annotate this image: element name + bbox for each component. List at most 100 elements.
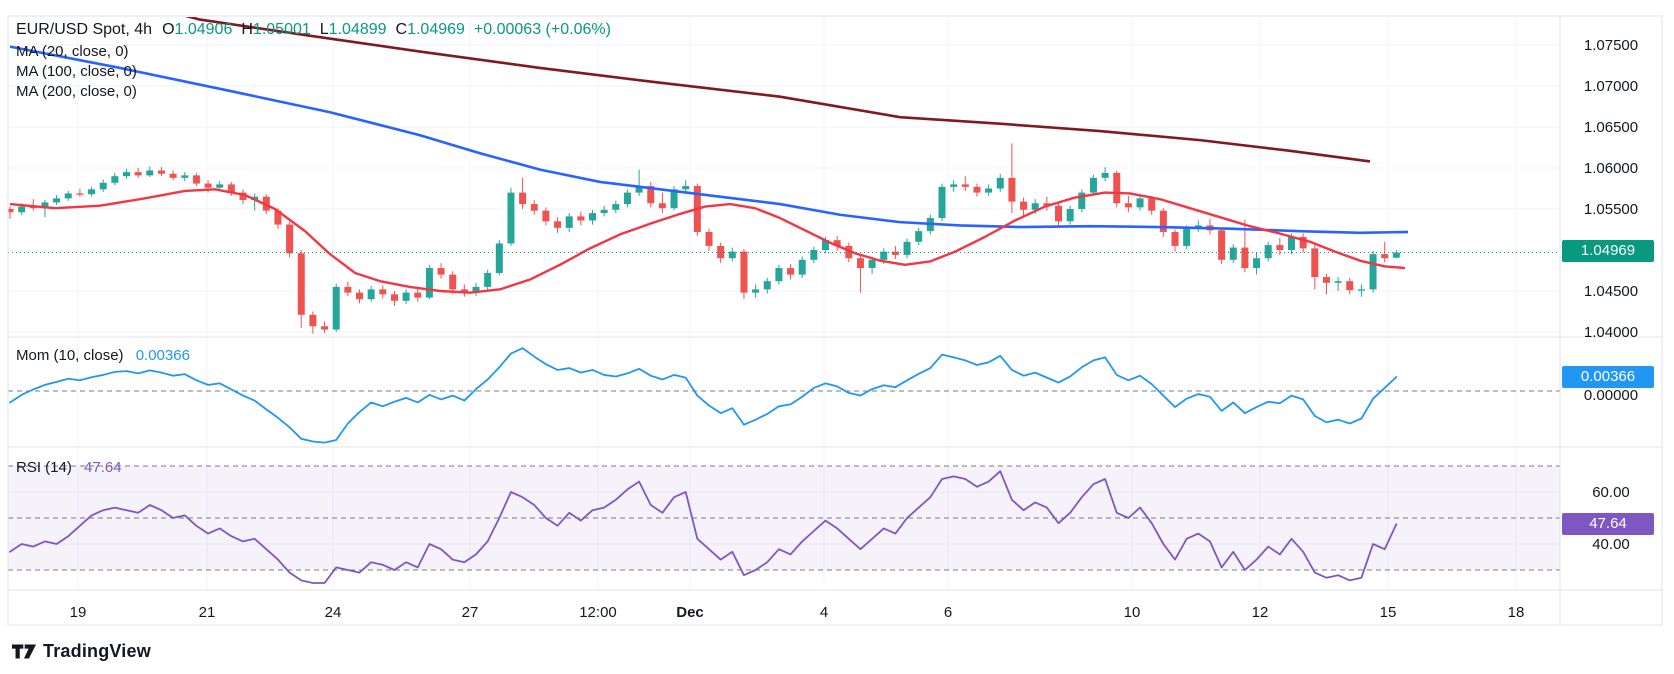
- time-tick-label: 27: [461, 604, 479, 621]
- candle: [623, 192, 631, 205]
- candle: [833, 240, 841, 246]
- candle: [367, 289, 375, 300]
- candle: [76, 193, 84, 195]
- candle: [798, 259, 806, 275]
- price-pane: [8, 17, 1409, 334]
- candle: [1113, 172, 1121, 204]
- candle: [379, 289, 387, 295]
- candle: [99, 182, 107, 190]
- candle: [589, 213, 596, 221]
- ma200-legend[interactable]: MA (200, close, 0): [16, 83, 137, 100]
- candle: [297, 253, 305, 315]
- candle: [449, 274, 457, 290]
- candle: [1392, 252, 1400, 258]
- time-tick-label: 24: [324, 604, 342, 621]
- candle: [484, 272, 492, 287]
- candle: [53, 198, 61, 203]
- time-tick-label: 12: [1251, 604, 1269, 621]
- price-tick-label: 1.07500: [1583, 37, 1639, 54]
- candle: [577, 216, 585, 221]
- candle: [658, 203, 666, 209]
- candle: [204, 183, 212, 188]
- candle: [1218, 230, 1226, 260]
- candle: [472, 286, 480, 293]
- tradingview-logo[interactable]: TradingView: [12, 641, 151, 662]
- candle: [1101, 172, 1109, 178]
- candle: [868, 259, 876, 269]
- candle: [321, 326, 329, 330]
- symbol-legend[interactable]: EUR/USD Spot, 4h O1.04906 H1.05001 L1.04899…: [16, 21, 620, 39]
- candle: [787, 268, 795, 275]
- ohlc-token: O1.04906: [162, 21, 233, 38]
- candle: [41, 202, 49, 209]
- ma20-legend[interactable]: MA (20, close, 0): [16, 43, 129, 60]
- candle: [950, 184, 958, 187]
- candle: [822, 240, 829, 250]
- rsi-legend-label: RSI (14): [16, 459, 72, 476]
- candle: [1253, 258, 1261, 269]
- candle: [414, 292, 422, 298]
- candle: [216, 184, 224, 188]
- candle: [8, 209, 14, 213]
- candle: [1357, 289, 1365, 291]
- ohlc-token: H1.05001: [241, 21, 311, 38]
- rsi-value-badge: 47.64: [1562, 513, 1654, 535]
- time-tick-label: 18: [1507, 604, 1525, 621]
- candle: [402, 292, 410, 301]
- momentum-value-badge: 0.00366: [1562, 366, 1654, 388]
- price-tick-label: 1.06500: [1583, 119, 1639, 136]
- candle: [227, 184, 235, 193]
- candle: [390, 294, 398, 301]
- rsi-legend-value: 47.64: [84, 459, 122, 476]
- candle: [1136, 198, 1144, 208]
- candle: [973, 186, 981, 193]
- candle: [1159, 210, 1167, 232]
- candle: [1031, 203, 1039, 210]
- momentum-legend-value: 0.00366: [135, 347, 190, 364]
- candle: [1089, 177, 1097, 193]
- candle: [554, 221, 562, 228]
- candle: [18, 206, 26, 213]
- ma100-legend[interactable]: MA (100, close, 0): [16, 63, 137, 80]
- candle: [1288, 236, 1295, 250]
- candle: [239, 192, 247, 200]
- candle: [425, 268, 433, 298]
- candle: [1334, 281, 1342, 283]
- candle: [915, 231, 923, 242]
- candle: [856, 258, 864, 269]
- tradingview-logo-text: TradingView: [43, 641, 151, 661]
- candle: [134, 172, 142, 176]
- candle: [192, 175, 200, 184]
- candle: [728, 251, 736, 259]
- candle: [1124, 203, 1132, 208]
- candle: [938, 186, 946, 219]
- candle: [1229, 247, 1237, 260]
- momentum-legend-label: Mom (10, close): [16, 347, 124, 364]
- candle: [1055, 205, 1062, 222]
- candle: [157, 170, 165, 174]
- candle: [1369, 254, 1377, 290]
- candle: [600, 209, 608, 214]
- candle: [1276, 245, 1284, 250]
- candle: [1264, 245, 1272, 259]
- time-tick-label: 4: [819, 604, 829, 621]
- rsi-legend[interactable]: RSI (14) 47.64: [16, 459, 122, 476]
- candle: [763, 281, 771, 290]
- time-tick-label: 6: [943, 604, 953, 621]
- candle: [309, 314, 317, 327]
- candle: [88, 189, 96, 195]
- symbol-title: EUR/USD Spot, 4h: [16, 21, 153, 38]
- time-axis[interactable]: [8, 590, 1560, 625]
- candle: [996, 177, 1004, 189]
- candle: [286, 224, 294, 254]
- candle: [891, 251, 899, 255]
- momentum-legend[interactable]: Mom (10, close) 0.00366: [16, 347, 190, 364]
- last-price-badge: 1.04969: [1562, 240, 1654, 262]
- candle: [565, 216, 573, 228]
- candle: [705, 231, 713, 246]
- candle: [903, 241, 911, 255]
- candle: [1311, 248, 1319, 278]
- candle: [181, 175, 189, 178]
